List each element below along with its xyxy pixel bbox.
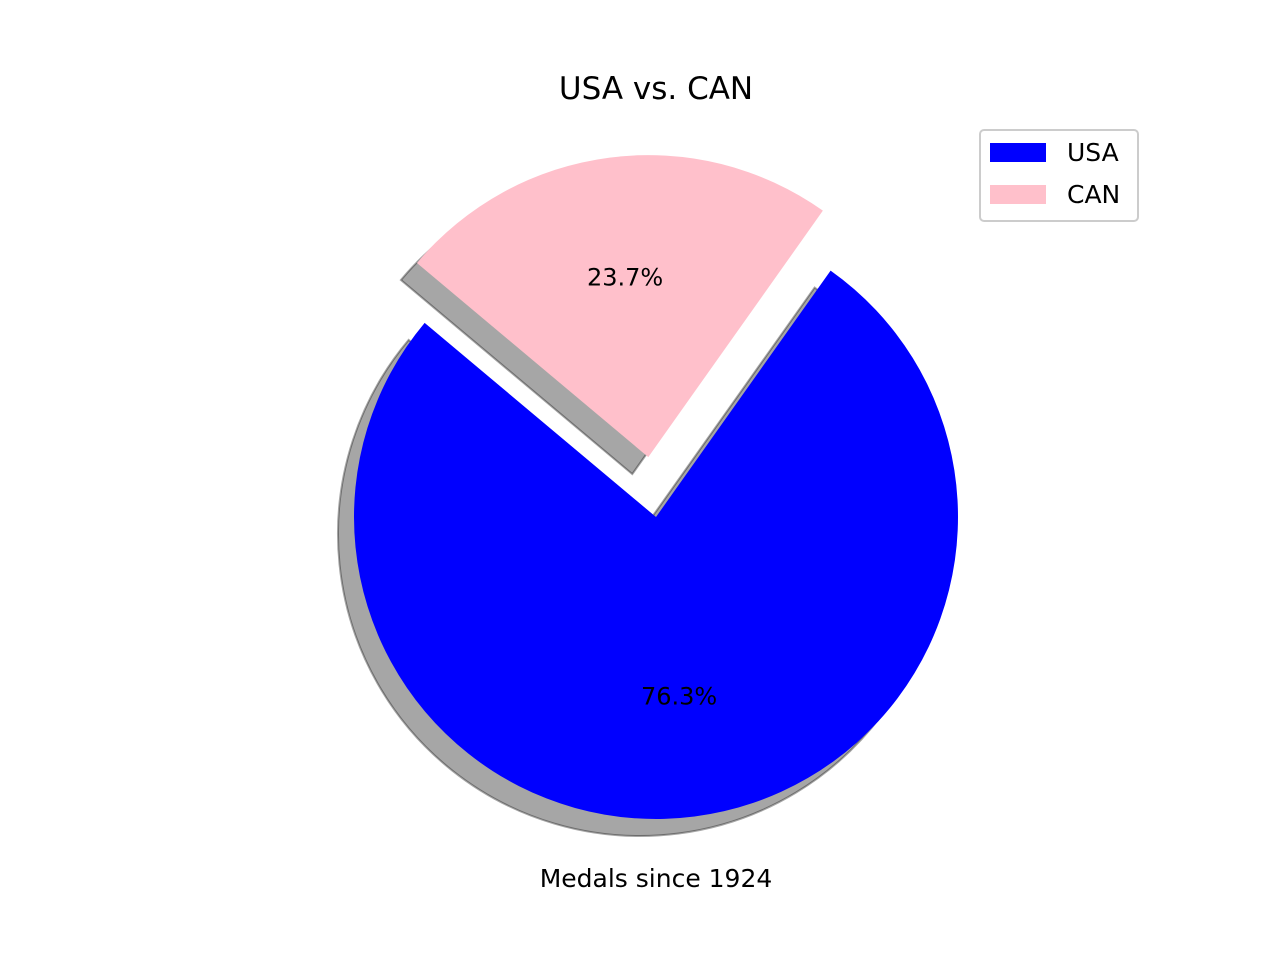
percent-label-usa: 76.3%	[641, 683, 717, 711]
legend-label-usa: USA	[1067, 138, 1119, 167]
chart-title: USA vs. CAN	[559, 71, 753, 107]
pie-slice-can	[416, 155, 823, 458]
x-axis-label: Medals since 1924	[540, 864, 773, 893]
legend-label-can: CAN	[1067, 180, 1120, 209]
percent-labels: 76.3% 23.7%	[587, 263, 717, 710]
legend-swatch-can	[990, 185, 1046, 204]
legend-swatch-usa	[990, 143, 1046, 162]
pie-slices	[353, 155, 958, 819]
percent-label-can: 23.7%	[587, 263, 663, 291]
legend: USA CAN	[979, 129, 1139, 222]
pie-slice-usa	[353, 270, 958, 819]
